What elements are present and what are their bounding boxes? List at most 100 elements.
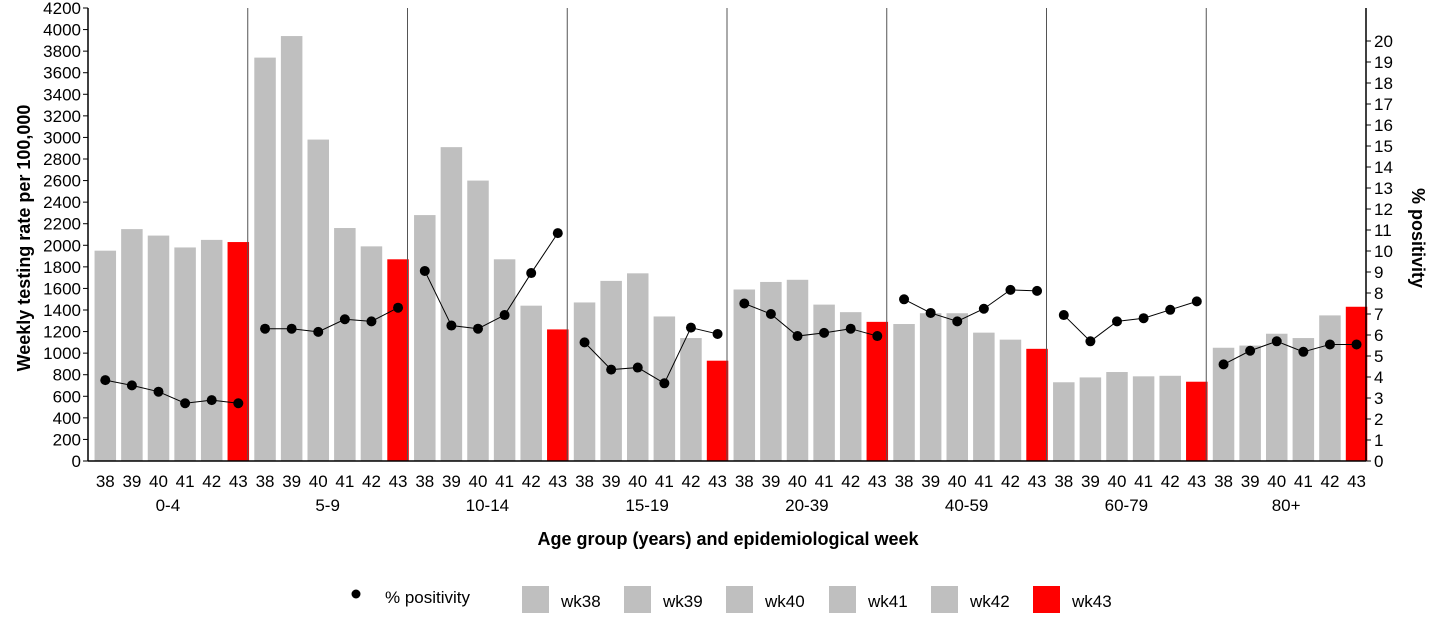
bar-15-19-wk38	[573, 302, 596, 461]
bar-5-9-wk42	[360, 246, 383, 461]
week-tick-label: 42	[681, 472, 700, 491]
bar-20-39-wk39	[760, 281, 782, 461]
positivity-point-40-59-wk39	[925, 307, 936, 318]
positivity-point-60-79-wk39	[1085, 336, 1096, 347]
y2-tick-label: 6	[1374, 326, 1383, 345]
y2-tick-label: 19	[1374, 53, 1393, 72]
positivity-point-10-14-wk40	[473, 323, 483, 334]
bar-40-59-wk40	[946, 313, 968, 461]
y-tick-label: 2400	[43, 193, 81, 212]
group-tick-label: 10-14	[466, 496, 509, 515]
positivity-point-20-39-wk39	[765, 309, 776, 319]
legend-label-wk42: wk42	[969, 592, 1010, 611]
group-tick-label: 0-4	[156, 496, 181, 515]
y-tick-label: 400	[53, 409, 81, 428]
bar-5-9-wk39	[280, 36, 303, 462]
positivity-point-15-19-wk42	[685, 322, 696, 333]
bar-80+-wk42	[1319, 315, 1341, 461]
y-axis-title: Weekly testing rate per 100,000	[14, 105, 34, 372]
y2-tick-label: 3	[1374, 389, 1383, 408]
y-tick-label: 2600	[43, 172, 81, 191]
positivity-point-10-14-wk43	[552, 228, 563, 239]
y-tick-label: 800	[53, 366, 81, 385]
legend-swatch-wk38	[522, 586, 549, 613]
week-tick-label: 43	[1347, 472, 1366, 491]
positivity-point-15-19-wk39	[606, 364, 617, 375]
week-tick-label: 41	[815, 472, 834, 491]
group-tick-label: 15-19	[625, 496, 668, 515]
positivity-point-40-59-wk42	[1005, 284, 1016, 295]
bar-60-79-wk43	[1186, 381, 1208, 461]
bar-60-79-wk38	[1053, 382, 1075, 461]
y-tick-label: 1400	[43, 301, 81, 320]
bar-60-79-wk39	[1079, 377, 1102, 461]
y-tick-label: 3800	[43, 42, 81, 61]
bar-0-4-wk38	[94, 250, 117, 461]
axes-layer: 0200400600800100012001400160018002000220…	[43, 0, 1393, 471]
positivity-point-5-9-wk39	[286, 323, 297, 334]
week-tick-label: 39	[921, 472, 940, 491]
week-tick-label: 38	[895, 472, 914, 491]
y2-tick-label: 9	[1374, 263, 1383, 282]
week-tick-label: 39	[122, 472, 141, 491]
legend-swatch-wk40	[726, 586, 753, 613]
week-tick-label: 43	[708, 472, 727, 491]
bar-60-79-wk41	[1132, 376, 1155, 461]
bar-0-4-wk40	[147, 235, 170, 461]
bar-0-4-wk41	[174, 247, 196, 461]
y2-tick-label: 4	[1374, 368, 1383, 387]
bars-layer	[94, 36, 1368, 462]
positivity-point-80+-wk41	[1298, 346, 1309, 357]
positivity-point-40-59-wk43	[1032, 285, 1043, 296]
y-tick-label: 1200	[43, 323, 81, 342]
bar-0-4-wk42	[200, 239, 223, 461]
y2-tick-label: 17	[1374, 95, 1393, 114]
y-tick-label: 2200	[43, 215, 81, 234]
positivity-point-0-4-wk42	[206, 395, 217, 406]
week-tick-label: 39	[442, 472, 461, 491]
x-axis-title: Age group (years) and epidemiological we…	[537, 529, 919, 549]
week-tick-label: 43	[548, 472, 567, 491]
bar-5-9-wk40	[307, 139, 329, 462]
positivity-point-20-39-wk42	[845, 323, 856, 334]
group-tick-label: 80+	[1272, 496, 1301, 515]
week-tick-label: 41	[335, 472, 354, 491]
week-tick-label: 39	[602, 472, 621, 491]
positivity-point-40-59-wk40	[952, 316, 963, 327]
positivity-point-20-39-wk38	[739, 298, 750, 309]
bar-80+-wk41	[1292, 338, 1315, 461]
positivity-point-60-79-wk41	[1138, 313, 1149, 324]
bar-10-14-wk38	[414, 215, 436, 461]
bar-10-14-wk43	[547, 329, 569, 461]
legend-label-wk43: wk43	[1071, 592, 1112, 611]
week-tick-label: 38	[575, 472, 594, 491]
positivity-point-80+-wk43	[1351, 339, 1362, 350]
positivity-point-20-39-wk43	[872, 331, 883, 342]
positivity-point-0-4-wk38	[100, 375, 111, 386]
bar-60-79-wk42	[1159, 375, 1181, 461]
positivity-point-5-9-wk43	[393, 302, 404, 313]
week-tick-label: 41	[176, 472, 195, 491]
positivity-point-15-19-wk41	[659, 378, 670, 389]
week-tick-label: 41	[655, 472, 674, 491]
bar-40-59-wk39	[919, 313, 942, 461]
week-tick-label: 41	[495, 472, 514, 491]
legend: % positivity wk38 wk39 wk40 wk41 wk42 wk43	[351, 586, 1112, 613]
bar-80+-wk38	[1212, 347, 1235, 461]
y-tick-label: 3600	[43, 64, 81, 83]
legend-swatch-wk43	[1033, 586, 1060, 613]
week-tick-label: 42	[1161, 472, 1180, 491]
week-tick-label: 43	[868, 472, 887, 491]
positivity-point-0-4-wk40	[153, 386, 164, 397]
week-tick-label: 38	[256, 472, 275, 491]
positivity-point-5-9-wk38	[260, 323, 271, 334]
week-tick-label: 39	[761, 472, 780, 491]
positivity-point-80+-wk38	[1218, 359, 1229, 370]
y2-tick-label: 18	[1374, 74, 1393, 93]
y2-tick-label: 2	[1374, 410, 1383, 429]
positivity-point-0-4-wk43	[233, 398, 244, 409]
y2-tick-label: 7	[1374, 305, 1383, 324]
y2-tick-label: 20	[1374, 32, 1393, 51]
positivity-line-60-79	[1063, 300, 1197, 342]
